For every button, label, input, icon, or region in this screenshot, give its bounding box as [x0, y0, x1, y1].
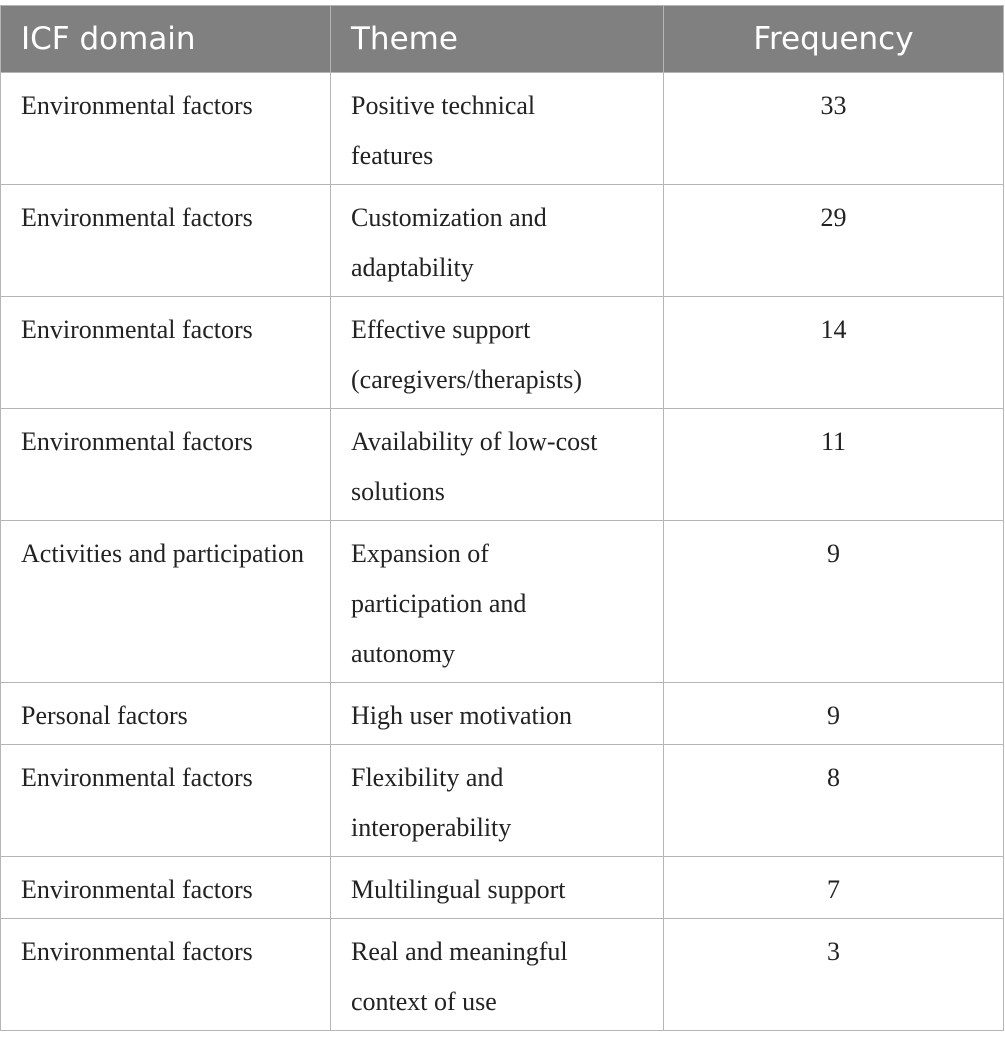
frequency-cell: 33: [663, 72, 1004, 185]
table-row: Activities and participation Expansion of…: [0, 520, 1004, 683]
theme-cell: High user motivation: [330, 682, 664, 745]
domain-cell: Environmental factors: [0, 856, 331, 919]
table-row: Environmental factors Availability of low…: [0, 408, 1004, 521]
table-row: Environmental factors Customization and a…: [0, 184, 1004, 297]
theme-cell: Real and meaningful context of use: [330, 918, 664, 1031]
frequency-cell: 8: [663, 744, 1004, 857]
header-row: ICF domain Theme Frequency: [0, 5, 1004, 73]
domain-cell: Environmental factors: [0, 744, 331, 857]
frequency-cell: 3: [663, 918, 1004, 1031]
frequency-cell: 9: [663, 520, 1004, 683]
theme-cell: Expansion of participation and autonomy: [330, 520, 664, 683]
theme-cell: Availability of low-cost solutions: [330, 408, 664, 521]
theme-cell: Multilingual support: [330, 856, 664, 919]
frequency-cell: 9: [663, 682, 1004, 745]
table-row: Environmental factors Effective support (…: [0, 296, 1004, 409]
header-cell: ICF domain: [0, 5, 331, 73]
table-header: ICF domain Theme Frequency: [0, 5, 1004, 73]
domain-cell: Environmental factors: [0, 184, 331, 297]
header-cell: Frequency: [663, 5, 1004, 73]
domain-cell: Environmental factors: [0, 408, 331, 521]
theme-cell: Customization and adaptability: [330, 184, 664, 297]
domain-cell: Environmental factors: [0, 72, 331, 185]
theme-cell: Flexibility and interoperability: [330, 744, 664, 857]
table-row: Environmental factors Multilingual suppor…: [0, 856, 1004, 919]
domain-cell: Environmental factors: [0, 296, 331, 409]
domain-cell: Personal factors: [0, 682, 331, 745]
theme-cell: Positive technical features: [330, 72, 664, 185]
table-row: Environmental factors Real and meaningful…: [0, 918, 1004, 1031]
theme-cell: Effective support (caregivers/therapists…: [330, 296, 664, 409]
frequency-cell: 14: [663, 296, 1004, 409]
table-body: Environmental factors Positive technical …: [0, 72, 1004, 1031]
table-row: Personal factors High user motivation 9: [0, 682, 1004, 745]
frequency-cell: 29: [663, 184, 1004, 297]
domain-cell: Environmental factors: [0, 918, 331, 1031]
header-cell: Theme: [330, 5, 664, 73]
table-row: Environmental factors Flexibility and int…: [0, 744, 1004, 857]
data-table: ICF domain Theme Frequency Environmental…: [0, 5, 1004, 1031]
frequency-cell: 11: [663, 408, 1004, 521]
frequency-cell: 7: [663, 856, 1004, 919]
domain-cell: Activities and participation: [0, 520, 331, 683]
table-row: Environmental factors Positive technical …: [0, 72, 1004, 185]
